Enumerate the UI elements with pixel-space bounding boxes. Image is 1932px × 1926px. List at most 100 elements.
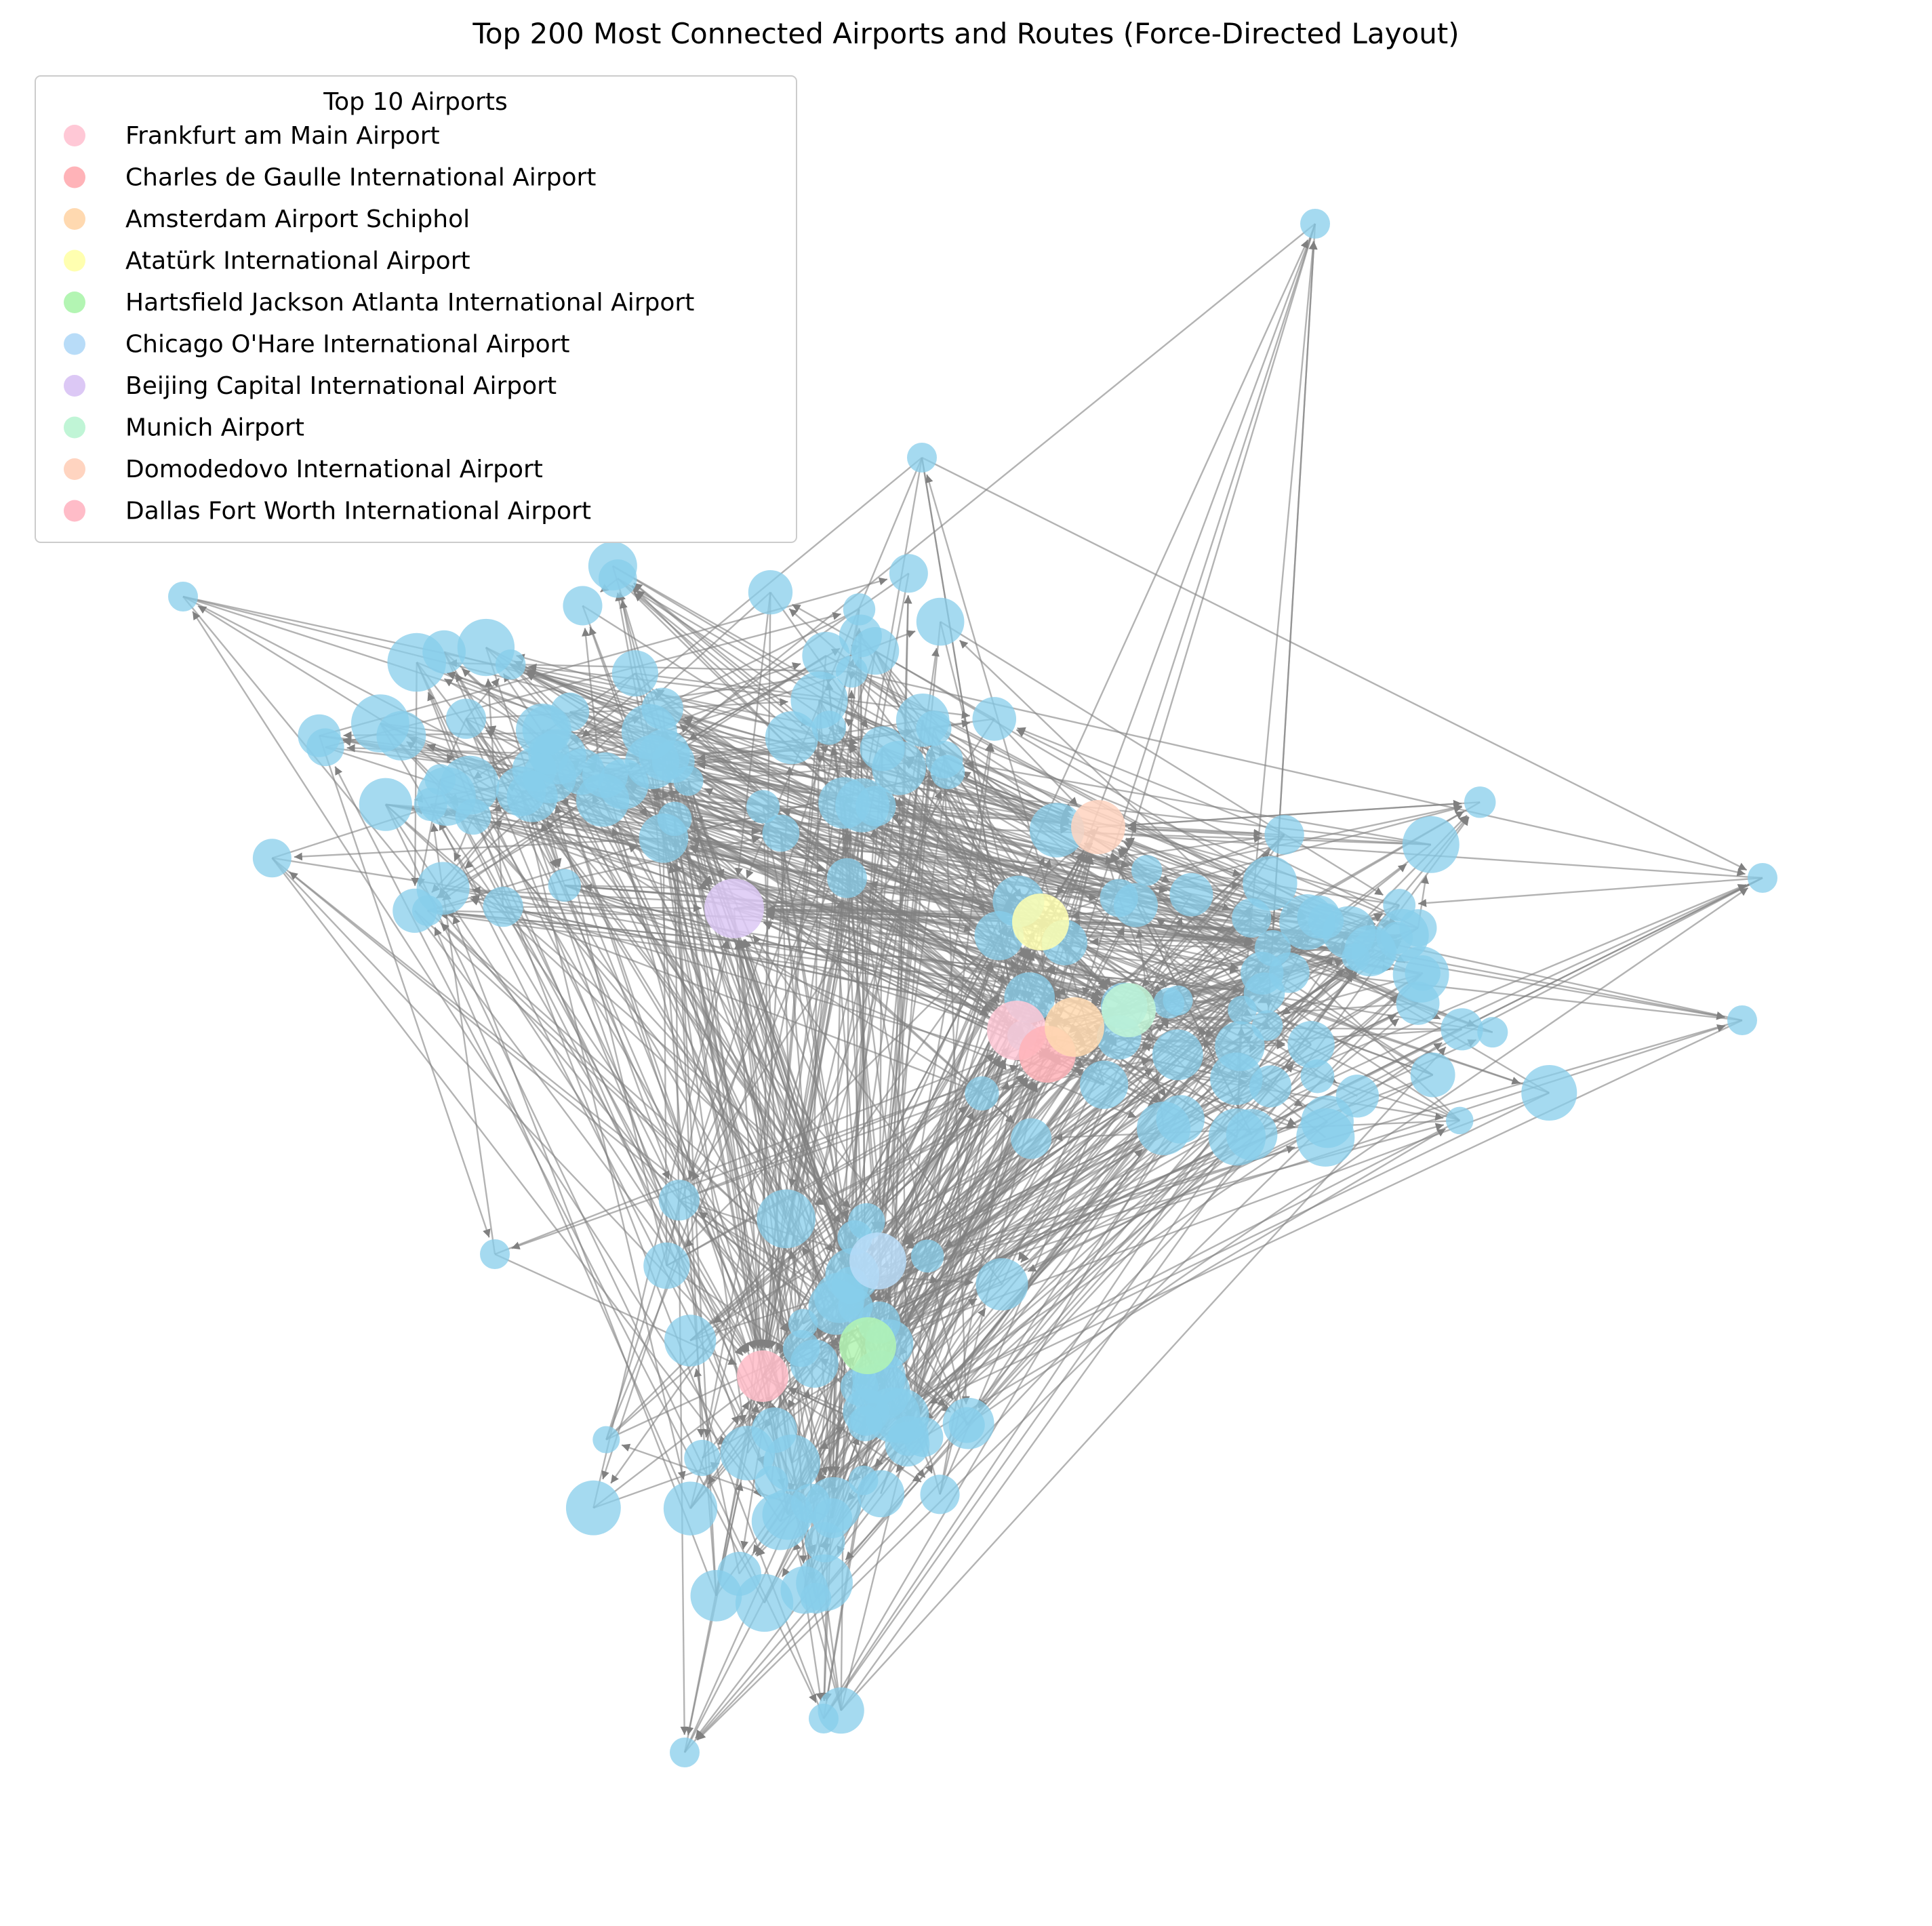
route-edge (756, 904, 1401, 1557)
route-edge (604, 775, 758, 1349)
airport-node (350, 694, 409, 753)
route-edge (908, 743, 994, 1437)
airport-node (1300, 209, 1330, 239)
airport-node (306, 728, 344, 767)
route-edge (781, 834, 1285, 1578)
route-edge (605, 832, 852, 1441)
airport-node (611, 650, 658, 697)
airport-node (1402, 816, 1460, 873)
airport-node (1521, 1064, 1577, 1121)
top-airport-node (704, 879, 764, 938)
route-edge (689, 1146, 1295, 1342)
legend-items: Frankfurt am Main Airport Charles de Gaul… (64, 122, 694, 525)
airport-node (483, 886, 523, 927)
route-edge (866, 1075, 1026, 1222)
route-edge (1235, 241, 1317, 1079)
airport-node (1080, 1060, 1129, 1109)
route-edge (684, 935, 1000, 1248)
route-edge (1027, 1121, 1328, 1272)
legend-marker (64, 500, 85, 522)
airport-node (1308, 903, 1344, 939)
route-edge (845, 1136, 1238, 1561)
legend-marker (64, 416, 85, 439)
legend-label: Atatürk International Airport (125, 247, 470, 275)
airport-node (975, 1258, 1028, 1311)
route-edge (271, 857, 762, 1498)
airport-node (1342, 943, 1370, 971)
airport-node (664, 1315, 717, 1367)
legend-marker (64, 249, 85, 272)
airport-node (445, 698, 487, 739)
route-edge (1027, 223, 1316, 1001)
airport-node (1153, 987, 1185, 1019)
airport-node (1727, 1005, 1757, 1035)
airport-node (811, 710, 847, 745)
airport-node (592, 1426, 620, 1453)
route-edge (965, 761, 1431, 845)
top-airport-node (849, 1232, 906, 1289)
route-edge (1055, 223, 1316, 1025)
route-edge (854, 239, 1309, 1239)
route-edge (679, 723, 1048, 1055)
legend-frame (35, 75, 797, 543)
route-edge (466, 698, 788, 720)
airport-node (1264, 815, 1304, 855)
route-edge (445, 909, 1265, 994)
airport-node (416, 862, 470, 915)
legend-label: Dallas Fort Worth International Airport (125, 498, 591, 525)
airport-node (1287, 1021, 1335, 1068)
airport-node (670, 1738, 700, 1767)
airport-node (790, 1339, 839, 1388)
airport-node (1156, 1095, 1205, 1144)
legend-marker (64, 208, 85, 230)
route-edge (1082, 223, 1316, 997)
legend-marker (64, 375, 85, 397)
route-edge (271, 857, 845, 1327)
airport-node (1441, 1008, 1483, 1051)
route-edge (503, 904, 702, 912)
airport-node (930, 755, 965, 789)
route-edge (933, 727, 1399, 921)
route-edge (379, 723, 749, 1352)
legend-label: Chicago O'Hare International Airport (125, 331, 570, 359)
legend-marker (64, 333, 85, 355)
airport-node (1300, 1059, 1335, 1094)
airport-node (1243, 856, 1297, 911)
route-edge (472, 816, 834, 1253)
route-edge (624, 223, 1316, 783)
route-edge (472, 816, 764, 1408)
airport-node (1232, 898, 1272, 938)
airport-node (563, 586, 603, 626)
airport-node (1464, 786, 1496, 818)
airport-nodes (168, 209, 1777, 1767)
airport-node (1383, 889, 1416, 921)
airport-node (252, 839, 291, 878)
airport-node (796, 1554, 853, 1611)
route-edge (928, 1019, 1743, 1405)
legend-label: Hartsfield Jackson Atlanta International… (125, 289, 694, 317)
route-edge (689, 1047, 1010, 1342)
airport-node (972, 697, 1017, 741)
route-edge (531, 796, 1020, 1041)
airport-node (965, 1076, 999, 1111)
route-edge (877, 949, 1028, 1262)
top-airport-node (1102, 983, 1156, 1037)
legend-label: Amsterdam Airport Schiphol (125, 205, 470, 233)
route-edge (1417, 877, 1763, 908)
route-edge (289, 871, 837, 1308)
airport-node (748, 569, 793, 615)
route-edge (1098, 799, 1462, 828)
airport-node (548, 868, 581, 902)
route-edge (494, 1038, 1045, 1256)
route-edge (888, 1081, 1033, 1344)
route-edge (840, 952, 1387, 1711)
airport-node (565, 1480, 621, 1536)
route-edge (1156, 918, 1460, 1121)
route-edge (703, 609, 860, 1438)
airport-node (851, 1362, 910, 1421)
route-edge (318, 735, 491, 1238)
route-edge (411, 662, 420, 886)
airport-node (359, 778, 412, 831)
airport-node (839, 614, 882, 658)
airport-node (658, 1180, 700, 1221)
